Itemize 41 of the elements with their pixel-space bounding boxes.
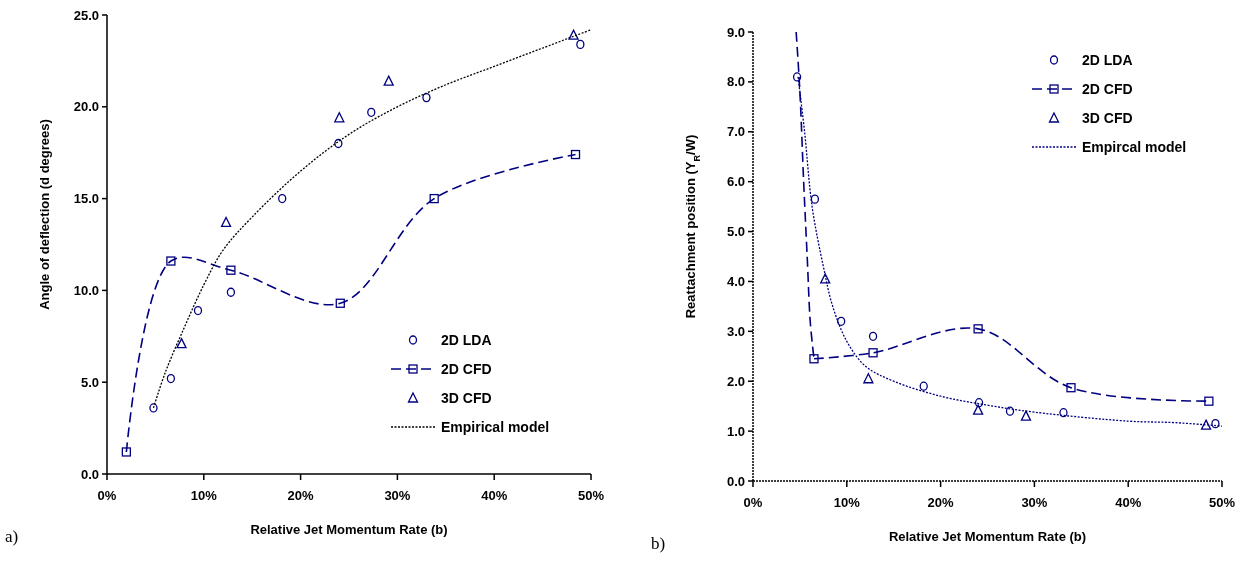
x-tick-label: 50% bbox=[1208, 495, 1236, 510]
legend-label: 2D LDA bbox=[441, 331, 492, 348]
x-tick-label: 30% bbox=[1021, 495, 1048, 510]
x-tick-label: 50% bbox=[577, 488, 605, 503]
y-tick-label: 6.0 bbox=[726, 174, 745, 190]
x-tick-label: 20% bbox=[287, 488, 315, 503]
legend-label: Empircal model bbox=[1082, 138, 1187, 155]
x-tick-label: 20% bbox=[927, 495, 955, 510]
y-tick-label: 3.0 bbox=[726, 323, 745, 339]
x-tick-label: 0% bbox=[97, 488, 117, 503]
x-axis-title: Relative Jet Momentum Rate (b) bbox=[250, 522, 448, 537]
x-tick-label: 10% bbox=[190, 488, 218, 503]
legend-label: 3D CFD bbox=[1082, 109, 1133, 126]
y-tick-label: 7.0 bbox=[726, 124, 745, 140]
y-tick-label: 2.0 bbox=[726, 373, 745, 389]
x-axis-title: Relative Jet Momentum Rate (b) bbox=[888, 529, 1087, 544]
x-tick-label: 30% bbox=[384, 488, 411, 503]
y-tick-label: 20.0 bbox=[73, 99, 99, 115]
legend-label: 2D CFD bbox=[1082, 80, 1133, 97]
x-tick-label: 10% bbox=[833, 495, 861, 510]
y-tick-label: 15.0 bbox=[73, 191, 99, 207]
y-tick-label: 5.0 bbox=[726, 224, 745, 240]
y-tick-label: 5.0 bbox=[80, 374, 99, 390]
y-axis-title: Angle of deflection (d degrees) bbox=[37, 119, 52, 310]
y-tick-label: 25.0 bbox=[73, 7, 99, 23]
y-tick-label: 0.0 bbox=[726, 473, 745, 489]
y-tick-label: 0.0 bbox=[80, 466, 99, 482]
y-tick-label: 1.0 bbox=[726, 423, 745, 439]
y-tick-label: 9.0 bbox=[726, 24, 745, 40]
legend-label: 3D CFD bbox=[441, 389, 492, 406]
y-tick-label: 8.0 bbox=[726, 74, 745, 90]
legend-label: 2D LDA bbox=[1082, 51, 1133, 68]
legend-label: 2D CFD bbox=[441, 360, 492, 377]
y-tick-label: 4.0 bbox=[726, 273, 745, 289]
legend-label: Empirical model bbox=[441, 418, 550, 435]
text: b) bbox=[651, 534, 666, 553]
text: a) bbox=[5, 527, 19, 546]
x-tick-label: 0% bbox=[743, 495, 763, 510]
y-tick-label: 10.0 bbox=[73, 282, 99, 298]
x-tick-label: 40% bbox=[1115, 495, 1142, 510]
x-tick-label: 40% bbox=[481, 488, 508, 503]
